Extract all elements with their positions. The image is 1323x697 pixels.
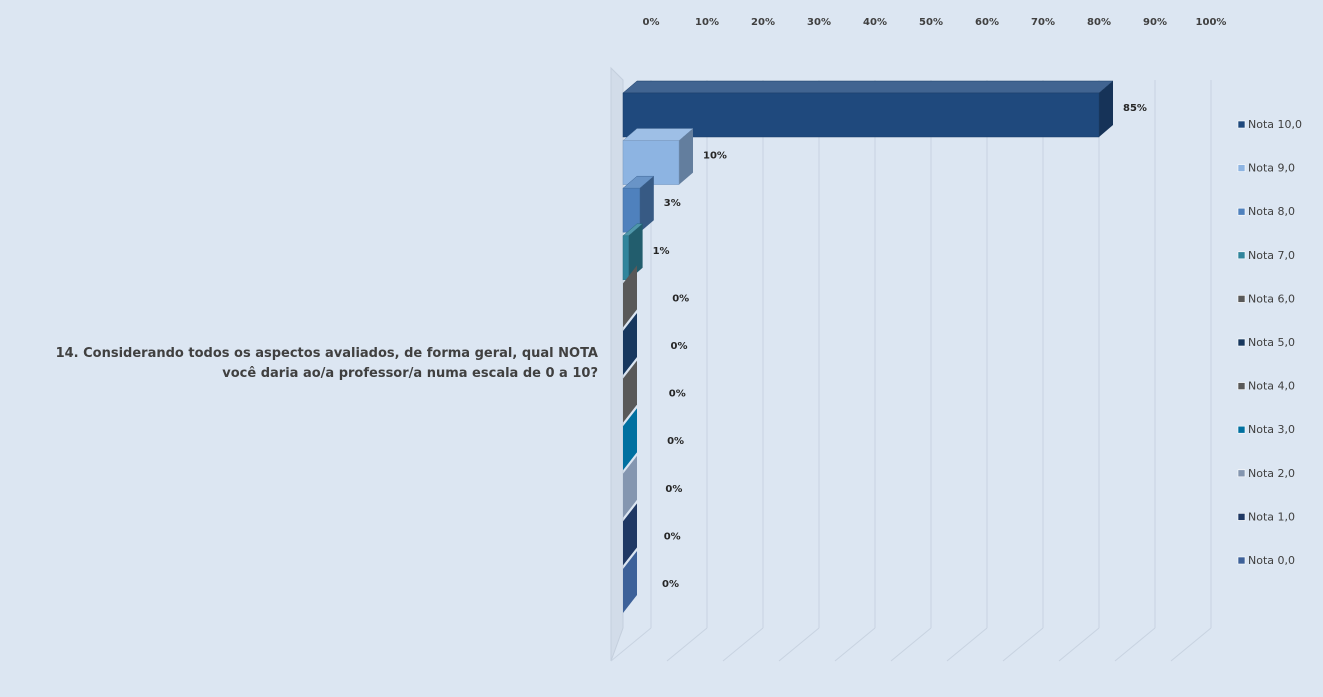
legend-swatch <box>1237 164 1246 172</box>
x-tick-label: 10% <box>695 17 719 28</box>
legend-swatch <box>1237 469 1246 478</box>
legend-label: Nota 9,0 <box>1248 162 1295 175</box>
legend-label: Nota 5,0 <box>1248 336 1295 349</box>
legend-swatch <box>1237 513 1246 521</box>
data-label: 10% <box>703 151 727 162</box>
legend-item: Nota 9,0 <box>1237 162 1295 175</box>
legend-label: Nota 0,0 <box>1248 554 1295 567</box>
legend-item: Nota 6,0 <box>1237 292 1295 305</box>
x-tick-label: 80% <box>1087 17 1111 28</box>
x-tick-label: 40% <box>863 17 887 28</box>
x-tick-label: 70% <box>1031 17 1055 28</box>
data-label: 1% <box>653 246 670 257</box>
legend-item: Nota 7,0 <box>1237 249 1295 262</box>
legend-label: Nota 4,0 <box>1248 380 1295 393</box>
data-label: 85% <box>1123 103 1147 114</box>
legend-item: Nota 1,0 <box>1237 510 1295 523</box>
legend-swatch <box>1237 251 1246 260</box>
bar-nota-2-0 <box>623 455 637 518</box>
gridline-floor <box>1002 627 1044 662</box>
bar-nota-6-0 <box>623 265 637 328</box>
gridline-floor <box>778 627 820 662</box>
gridline-floor <box>1114 627 1156 662</box>
bar-nota-3-0 <box>623 408 637 471</box>
gridline-floor <box>834 627 876 662</box>
gridline-floor <box>666 627 708 662</box>
bar-nota-8-0 <box>622 175 655 233</box>
bar-nota-5-0 <box>623 313 637 375</box>
legend-label: Nota 1,0 <box>1248 510 1295 523</box>
x-tick-label: 30% <box>807 17 831 28</box>
data-label: 3% <box>664 198 681 209</box>
data-label: 0% <box>664 531 681 542</box>
legend-swatch <box>1237 338 1246 347</box>
legend-label: Nota 7,0 <box>1248 249 1295 262</box>
legend-swatch <box>1237 295 1246 303</box>
x-tick-label: 90% <box>1143 17 1167 28</box>
legend-label: Nota 10,0 <box>1248 118 1302 131</box>
legend-item: Nota 4,0 <box>1237 380 1295 393</box>
bar-nota-4-0 <box>623 360 637 423</box>
data-label: 0% <box>665 484 682 495</box>
legend-item: Nota 0,0 <box>1237 554 1295 567</box>
legend-item: Nota 10,0 <box>1237 118 1302 131</box>
gridline-floor <box>610 627 652 662</box>
bar-nota-10-0 <box>622 80 1114 138</box>
legend-label: Nota 3,0 <box>1248 423 1295 436</box>
data-label: 0% <box>667 436 684 447</box>
legend-item: Nota 8,0 <box>1237 205 1295 218</box>
data-label: 0% <box>662 579 679 590</box>
legend-label: Nota 8,0 <box>1248 205 1295 218</box>
gridline-floor <box>890 627 932 662</box>
x-tick-label: 60% <box>975 17 999 28</box>
x-tick-label: 0% <box>643 17 660 28</box>
data-label: 0% <box>669 389 686 400</box>
legend-swatch <box>1237 382 1246 390</box>
legend-swatch <box>1237 556 1246 565</box>
gridline-floor <box>1058 627 1100 662</box>
legend-swatch <box>1237 425 1246 434</box>
legend-item: Nota 3,0 <box>1237 423 1295 436</box>
bar-nota-7-0 <box>622 223 644 281</box>
data-label: 0% <box>671 341 688 352</box>
data-label: 0% <box>672 293 689 304</box>
x-tick-label: 50% <box>919 17 943 28</box>
legend-label: Nota 6,0 <box>1248 292 1295 305</box>
bar-nota-9-0 <box>622 128 694 185</box>
x-tick-label: 20% <box>751 17 775 28</box>
legend-swatch <box>1237 207 1246 216</box>
legend-item: Nota 2,0 <box>1237 467 1295 480</box>
x-tick-label: 100% <box>1196 17 1227 28</box>
gridline-floor <box>722 627 764 662</box>
gridline-floor <box>946 627 988 662</box>
bar-nota-0-0 <box>623 551 637 613</box>
legend-item: Nota 5,0 <box>1237 336 1295 349</box>
category-label: 14. Considerando todos os aspectos avali… <box>55 346 598 381</box>
legend-swatch <box>1237 120 1246 129</box>
bar-nota-1-0 <box>623 503 637 566</box>
gridline-floor <box>1170 627 1212 662</box>
legend-label: Nota 2,0 <box>1248 467 1295 480</box>
back-wall-side <box>610 66 624 662</box>
